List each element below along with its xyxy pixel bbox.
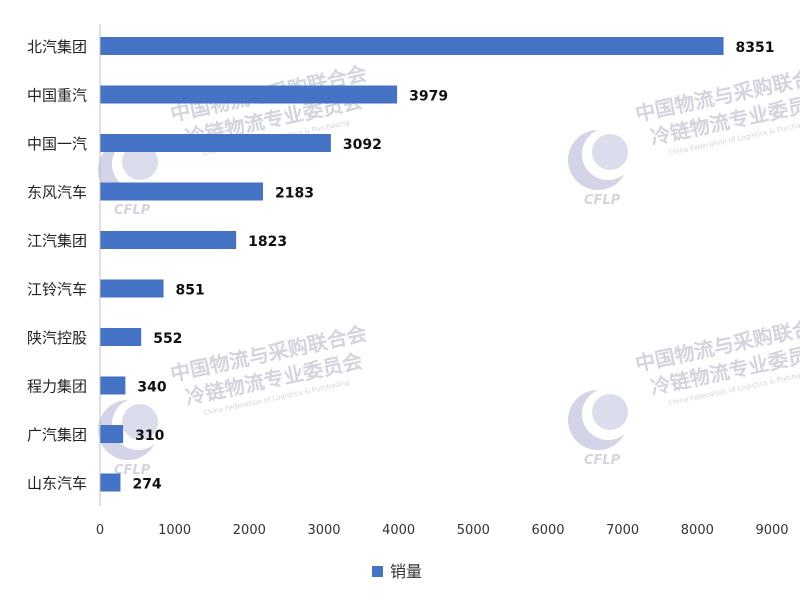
value-label-4: 1823 xyxy=(248,234,287,250)
value-label-6: 552 xyxy=(153,331,182,347)
x-tick-label-9: 9000 xyxy=(755,523,788,538)
bar-4 xyxy=(100,231,237,249)
bar-6 xyxy=(100,328,142,346)
category-label-9: 山东汽车 xyxy=(27,475,87,493)
x-axis-ticks: 0 1000 2000 3000 4000 5000 6000 7000 8000 9000 xyxy=(96,523,789,538)
legend-swatch xyxy=(372,566,383,577)
x-tick-label-5: 5000 xyxy=(457,523,490,538)
category-label-6: 陕汽控股 xyxy=(27,329,87,347)
x-tick-label-3: 3000 xyxy=(307,523,340,538)
x-tick-label-8: 8000 xyxy=(681,523,714,538)
bar-0 xyxy=(100,37,724,55)
value-labels: 8351 3979 3092 2183 1823 851 552 340 310 274 xyxy=(132,40,774,493)
value-label-8: 310 xyxy=(135,428,164,444)
x-tick-label-1: 1000 xyxy=(158,523,191,538)
x-tick-label-7: 7000 xyxy=(606,523,639,538)
category-label-1: 中国重汽 xyxy=(27,87,87,105)
watermark-logo-icon xyxy=(568,388,634,450)
bar-5 xyxy=(100,279,164,298)
bar-2 xyxy=(100,134,331,152)
value-label-2: 3092 xyxy=(343,137,382,153)
category-label-5: 江铃汽车 xyxy=(27,281,87,299)
bar-7 xyxy=(100,376,126,395)
watermark-logo-text: CFLP xyxy=(114,463,151,478)
x-tick-label-2: 2000 xyxy=(233,523,266,538)
bars-group xyxy=(100,37,724,492)
value-label-1: 3979 xyxy=(409,89,448,105)
bar-8 xyxy=(100,425,124,443)
bar-1 xyxy=(100,85,398,104)
watermark-logo-icon xyxy=(568,128,634,190)
value-label-9: 274 xyxy=(132,477,161,493)
watermark-logo-text: CFLP xyxy=(584,193,621,208)
category-label-3: 东风汽车 xyxy=(27,184,87,202)
value-label-7: 340 xyxy=(137,380,166,396)
category-label-7: 程力集团 xyxy=(27,378,87,396)
category-label-4: 江汽集团 xyxy=(27,232,87,250)
category-label-2: 中国一汽 xyxy=(27,135,87,153)
watermark-logo-text: CFLP xyxy=(114,203,151,218)
value-label-0: 8351 xyxy=(736,40,775,56)
x-tick-label-0: 0 xyxy=(96,523,104,538)
watermark-logo-icon xyxy=(98,398,164,460)
value-label-5: 851 xyxy=(176,283,205,299)
category-label-8: 广汽集团 xyxy=(27,426,87,444)
legend-label: 销量 xyxy=(390,562,422,581)
bar-9 xyxy=(100,473,121,492)
watermark-logo-text: CFLP xyxy=(584,453,621,468)
x-tick-label-6: 6000 xyxy=(531,523,564,538)
value-label-3: 2183 xyxy=(275,186,314,202)
bar-3 xyxy=(100,182,263,201)
x-tick-label-4: 4000 xyxy=(382,523,415,538)
category-label-0: 北汽集团 xyxy=(27,38,87,56)
legend: 销量 xyxy=(372,562,422,581)
